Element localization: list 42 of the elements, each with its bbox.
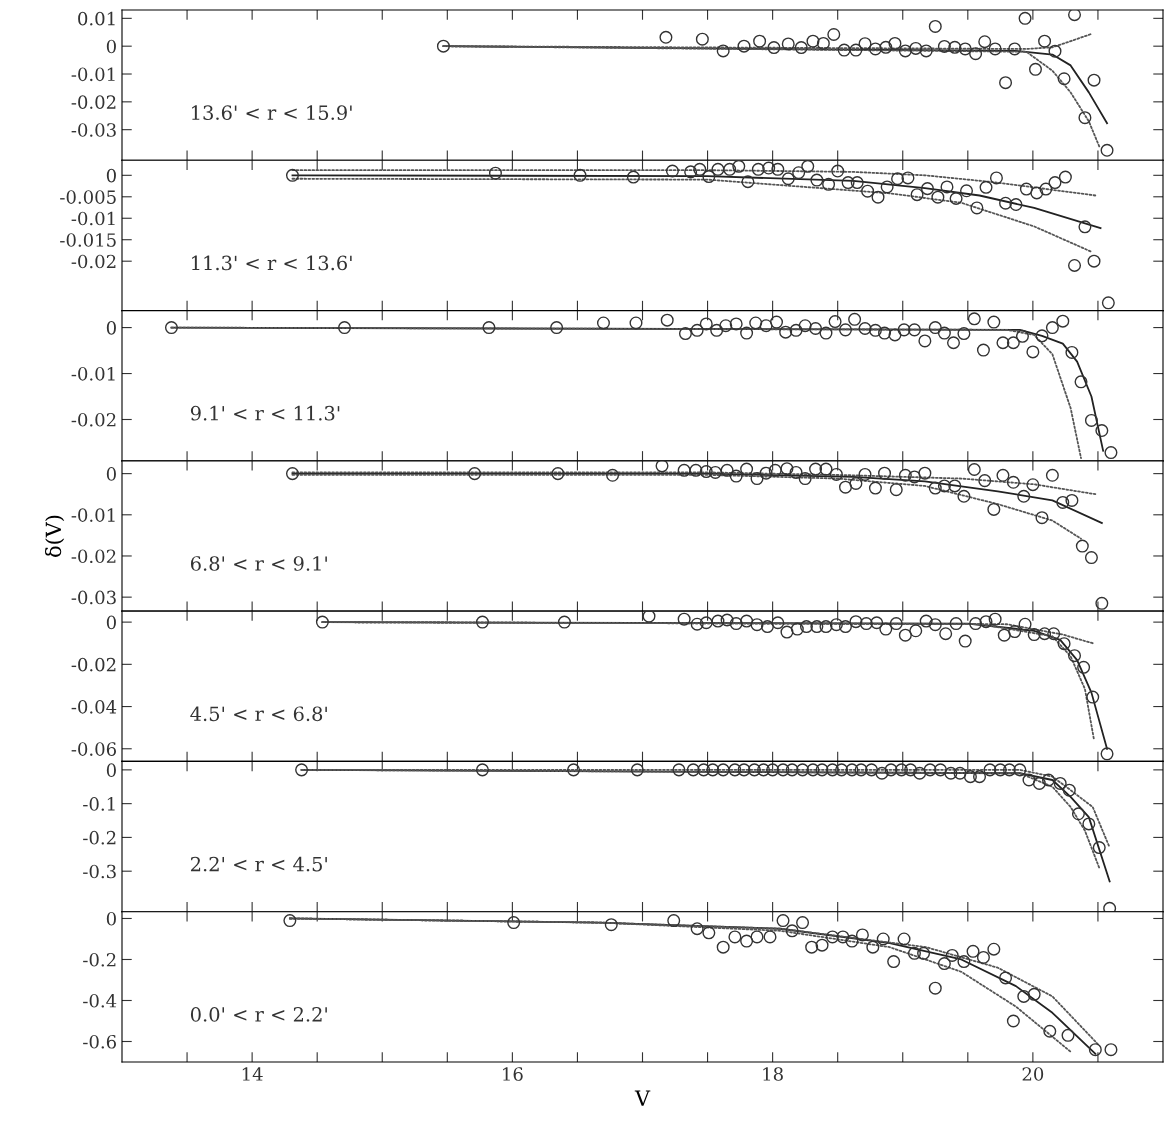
y-tick-label: -0.01 [71, 366, 115, 381]
x-tick-label: 16 [503, 1067, 523, 1081]
annotation: 13.6' < r < 15.9' [192, 105, 352, 120]
x-tick-label: 20 [1022, 1067, 1044, 1081]
y-tick-label: -0.015 [60, 233, 116, 247]
annotation: 2.2' < r < 4.5' [190, 856, 327, 872]
annotation: 9.1' < r < 11.3' [190, 405, 340, 421]
x-tick-label: 14 [242, 1067, 263, 1081]
y-tick-label: -0.06 [71, 742, 116, 756]
annotation: 4.5' < r < 6.8' [190, 706, 327, 722]
y-tick-label: -0.2 [83, 830, 116, 845]
y-tick-label: 0 [106, 39, 116, 54]
y-tick-label: -0.6 [83, 1034, 116, 1049]
y-tick-label: 0.01 [78, 11, 115, 26]
annotation: 6.8' < r < 9.1' [190, 556, 327, 571]
x-tick-label: 18 [763, 1067, 783, 1081]
y-tick-label: -0.03 [71, 590, 116, 605]
y-axis-title: δ(V) [45, 515, 65, 557]
x-axis-title: V [634, 1090, 651, 1106]
y-tick-label: -0.01 [71, 508, 115, 522]
y-tick-label: -0.02 [71, 412, 116, 427]
y-tick-label: -0.01 [71, 67, 115, 82]
y-tick-label: 0 [106, 911, 116, 926]
y-tick-label: -0.01 [71, 211, 115, 226]
y-tick-label: 0 [106, 763, 116, 777]
annotation: 11.3' < r < 13.6' [192, 255, 352, 271]
y-tick-label: -0.4 [83, 993, 117, 1008]
y-tick-label: 0 [106, 321, 116, 335]
y-tick-label: -0.03 [71, 123, 116, 137]
y-tick-label: 0 [106, 467, 116, 481]
y-tick-label: -0.005 [60, 190, 116, 204]
y-tick-label: -0.02 [71, 657, 116, 672]
y-tick-label: -0.04 [71, 700, 117, 714]
y-tick-label: 0 [106, 615, 116, 630]
y-tick-label: -0.1 [83, 797, 115, 811]
y-tick-label: 0 [106, 168, 116, 183]
y-tick-label: -0.02 [71, 95, 116, 109]
y-tick-label: -0.2 [83, 952, 116, 967]
y-tick-label: -0.02 [71, 254, 116, 269]
y-tick-label: -0.02 [71, 549, 116, 564]
annotation: 0.0' < r < 2.2' [190, 1006, 327, 1022]
y-tick-label: -0.3 [83, 864, 116, 879]
